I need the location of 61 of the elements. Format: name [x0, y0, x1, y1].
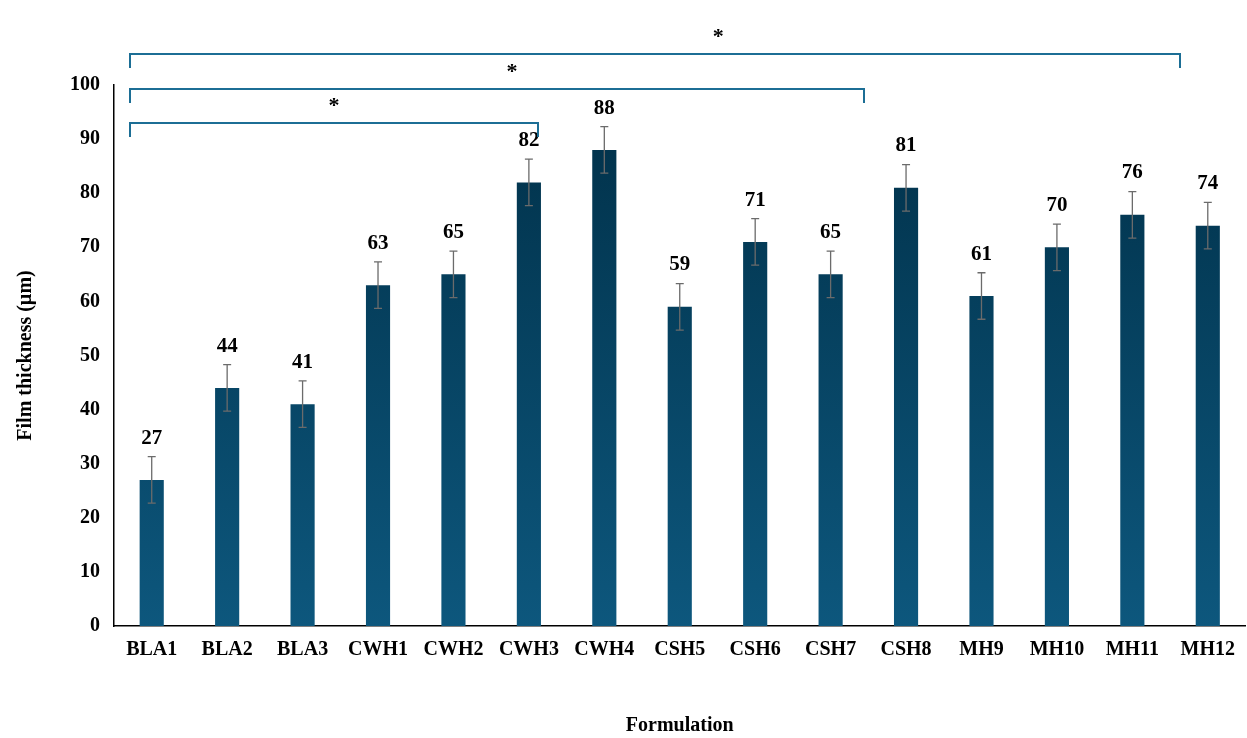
y-tick-label: 30 [80, 450, 100, 473]
bar [516, 182, 541, 626]
x-tick-label: CSH6 [729, 637, 781, 660]
y-tick-label: 70 [80, 234, 100, 257]
x-tick-label: CWH2 [423, 637, 484, 660]
data-label: 27 [141, 424, 163, 449]
x-axis-title: Formulation [625, 713, 734, 736]
data-label: 71 [744, 186, 766, 211]
x-tick-label: CWH3 [498, 637, 559, 660]
data-label: 44 [216, 332, 239, 357]
bar [667, 306, 692, 626]
annotation: * [328, 92, 340, 118]
bar [215, 387, 240, 626]
x-tick-label: CWH1 [348, 637, 409, 660]
data-label: 82 [518, 127, 540, 152]
y-tick-label: 100 [70, 72, 100, 95]
y-axis-title: Film thickness (µm) [13, 270, 37, 441]
bar [1195, 225, 1220, 626]
x-tick-label: MH12 [1180, 637, 1235, 660]
bar [818, 274, 843, 626]
bar [893, 187, 919, 626]
x-tick-label: CSH8 [880, 637, 932, 660]
bar [290, 404, 315, 626]
bar [1044, 247, 1069, 626]
data-label: 59 [669, 251, 691, 276]
data-label: 81 [895, 132, 917, 157]
y-tick-label: 20 [80, 504, 100, 527]
data-label: 65 [820, 219, 842, 244]
bar [365, 285, 391, 626]
bar [441, 274, 466, 626]
data-label: 63 [367, 229, 389, 254]
x-tick-label: BLA1 [126, 637, 178, 660]
bar [592, 149, 617, 626]
x-tick-label: MH11 [1105, 637, 1160, 660]
data-label: 76 [1121, 159, 1143, 184]
text: * [506, 58, 518, 84]
data-label: 88 [593, 94, 615, 119]
y-tick-label: 40 [80, 396, 100, 419]
y-tick-label: 0 [90, 613, 100, 636]
x-tick-label: MH9 [959, 637, 1004, 660]
bar [743, 241, 768, 626]
x-tick-label: CSH5 [654, 637, 706, 660]
text: * [712, 23, 724, 49]
data-label: 61 [970, 240, 992, 265]
x-tick-label: BLA3 [277, 637, 329, 660]
y-tick-label: 90 [80, 126, 100, 149]
y-tick-label: 60 [80, 288, 100, 311]
data-label: 70 [1046, 191, 1068, 216]
data-label: 41 [292, 348, 314, 373]
y-tick-label: 50 [80, 342, 100, 365]
y-tick-label: 80 [80, 180, 100, 203]
x-tick-label: CSH7 [805, 637, 857, 660]
data-label: 65 [442, 219, 464, 244]
x-tick-label: MH10 [1029, 637, 1085, 660]
x-tick-label: CWH4 [574, 637, 635, 660]
x-tick-label: BLA2 [201, 637, 253, 660]
data-label: 74 [1197, 170, 1219, 195]
bar [139, 479, 164, 626]
bar [969, 295, 994, 626]
bar [1120, 214, 1145, 626]
y-tick-label: 10 [80, 559, 100, 582]
